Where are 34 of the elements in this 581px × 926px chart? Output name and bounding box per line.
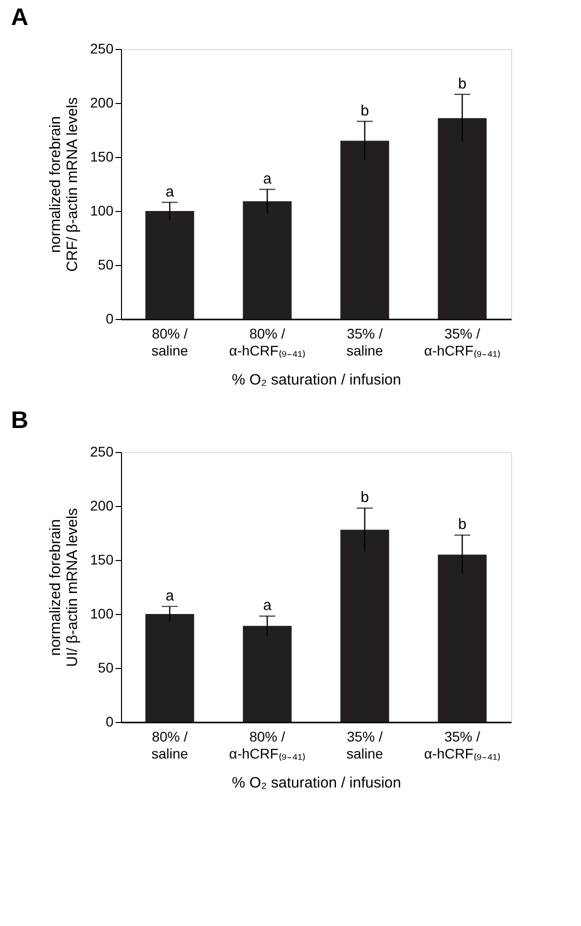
y-tick-label: 50 bbox=[98, 256, 114, 272]
x-tick-label: 35% / saline bbox=[346, 326, 384, 358]
annotation: b bbox=[360, 102, 369, 120]
annotation: b bbox=[360, 489, 369, 506]
y-tick-label: 100 bbox=[90, 202, 114, 218]
y-tick-label: 0 bbox=[106, 310, 114, 326]
annotation: a bbox=[166, 587, 175, 604]
y-tick-label: 250 bbox=[90, 40, 114, 56]
x-tick-label: 80% / saline bbox=[151, 326, 188, 358]
annotation: a bbox=[263, 170, 272, 188]
y-tick-label: 250 bbox=[90, 444, 114, 460]
x-tick-label: 80% / saline bbox=[151, 728, 188, 762]
y-tick-label: 50 bbox=[98, 660, 114, 676]
y-tick-label: 0 bbox=[106, 714, 114, 730]
y-axis-title: normalized forebrain CRF/ β-actin mRNA levels bbox=[47, 97, 82, 272]
annotation: b bbox=[458, 516, 466, 534]
x-tick-label: 35% / α-hCRF₍₉₋₄₁₎ bbox=[424, 326, 500, 358]
y-tick-label: 200 bbox=[90, 94, 114, 110]
x-tick-label: 80% / α-hCRF₍₉₋₄₁₎ bbox=[229, 326, 306, 358]
y-axis-title: normalized forebrain UI/ β-actin mRNA levels bbox=[47, 508, 82, 667]
chart-title: A bbox=[11, 4, 28, 31]
annotation: b bbox=[458, 75, 466, 92]
x-tick-label: 35% / saline bbox=[346, 728, 384, 762]
chart-title: B bbox=[11, 407, 28, 434]
y-tick-label: 150 bbox=[90, 552, 114, 568]
y-tick-label: 100 bbox=[90, 606, 114, 622]
x-tick-label: 80% / α-hCRF₍₉₋₄₁₎ bbox=[229, 728, 306, 762]
y-tick-label: 150 bbox=[90, 148, 114, 164]
x-axis-title: % O₂ saturation / infusion bbox=[232, 372, 402, 388]
annotation: a bbox=[263, 597, 272, 614]
annotation: a bbox=[166, 183, 175, 200]
x-tick-label: 35% / α-hCRF₍₉₋₄₁₎ bbox=[424, 728, 500, 762]
x-axis-title: % O₂ saturation / infusion bbox=[232, 774, 402, 792]
y-tick-label: 200 bbox=[90, 498, 114, 514]
